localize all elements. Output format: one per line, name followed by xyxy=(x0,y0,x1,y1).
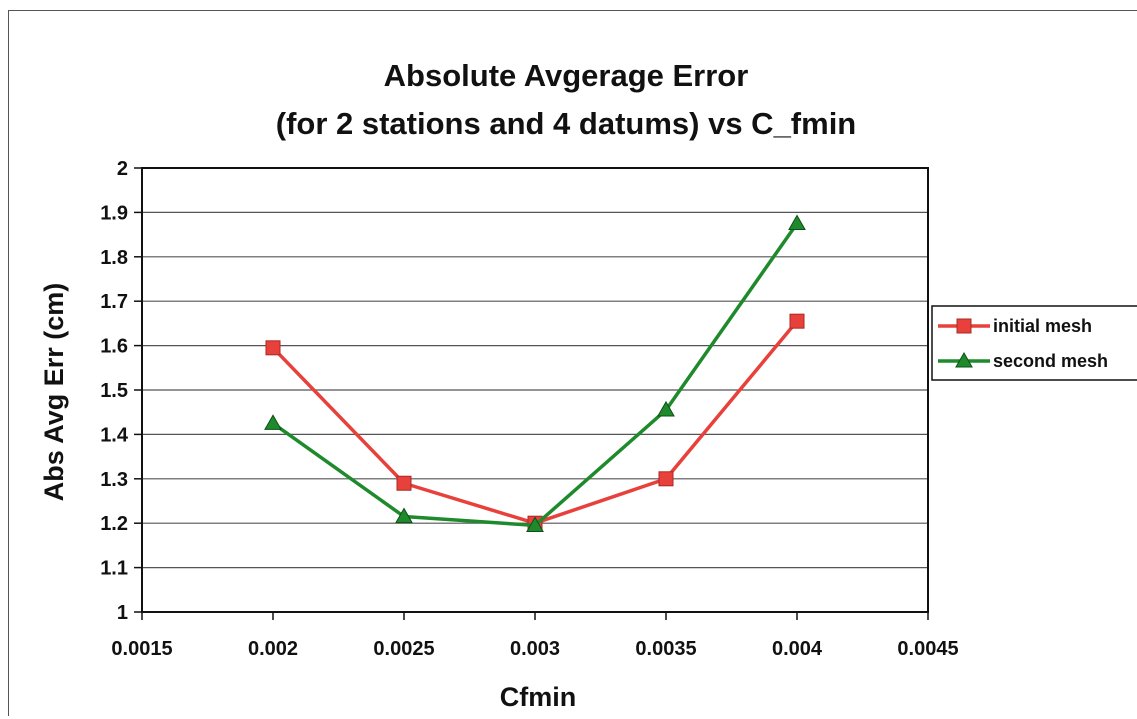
series-layer xyxy=(264,214,806,532)
data-point xyxy=(526,516,544,532)
grid-lines xyxy=(142,211,928,569)
data-point xyxy=(395,507,413,524)
y-axis-ticks: 1 1.1 1.2 1.3 1.4 1.5 1.6 1.7 1.8 1.9 2 xyxy=(100,158,142,624)
y-tick-label: 1.6 xyxy=(100,336,128,358)
legend-marker xyxy=(955,351,973,368)
x-axis-ticks: 0.0015 0.002 0.0025 0.003 0.0035 0.004 0.0045 xyxy=(111,612,959,660)
y-tick-label: 1 xyxy=(117,602,128,624)
legend-box xyxy=(931,305,1137,381)
y-tick-label: 1.1 xyxy=(100,558,128,580)
legend-items: initial mesh second mesh xyxy=(938,316,1108,371)
legend: initial mesh second mesh xyxy=(931,305,1137,381)
x-tick-label: 0.0015 xyxy=(111,638,172,660)
series-line xyxy=(271,222,799,528)
series-second-mesh xyxy=(264,214,806,532)
legend-marker xyxy=(956,318,972,334)
x-tick-label: 0.004 xyxy=(772,638,823,660)
chart-title-line-2: (for 2 stations and 4 datums) vs C_fmin xyxy=(276,106,857,141)
x-tick-label: 0.003 xyxy=(510,638,560,660)
x-tick-label: 0.0045 xyxy=(897,638,958,660)
y-tick-label: 1.3 xyxy=(100,469,128,491)
legend-entry: second mesh xyxy=(938,351,1108,371)
y-tick-label: 1.7 xyxy=(100,291,128,313)
y-tick-label: 1.5 xyxy=(100,380,128,402)
data-point xyxy=(789,313,805,329)
data-point xyxy=(264,414,282,430)
data-point xyxy=(788,214,806,231)
chart-title-line-1: Absolute Avgerage Error xyxy=(384,58,749,93)
y-tick-label: 1.9 xyxy=(100,202,128,224)
legend-entry: initial mesh xyxy=(938,316,1092,336)
y-axis-label: Abs Avg Err (cm) xyxy=(39,283,69,502)
chart-frame xyxy=(8,10,1137,716)
data-point xyxy=(265,340,281,356)
legend-label: initial mesh xyxy=(993,316,1092,336)
data-point xyxy=(658,471,674,487)
x-axis-label: Cfmin xyxy=(500,682,577,712)
data-point xyxy=(657,400,675,417)
series-line xyxy=(271,320,799,525)
x-tick-label: 0.0025 xyxy=(373,638,434,660)
legend-label: second mesh xyxy=(993,351,1108,371)
data-point xyxy=(396,475,412,491)
y-tick-label: 1.2 xyxy=(100,513,128,535)
series-initial-mesh xyxy=(265,313,805,531)
y-tick-label: 1.8 xyxy=(100,247,128,269)
x-tick-label: 0.002 xyxy=(248,638,298,660)
y-tick-label: 1.4 xyxy=(100,424,129,446)
y-tick-label: 2 xyxy=(117,158,128,180)
x-tick-label: 0.0035 xyxy=(635,638,696,660)
